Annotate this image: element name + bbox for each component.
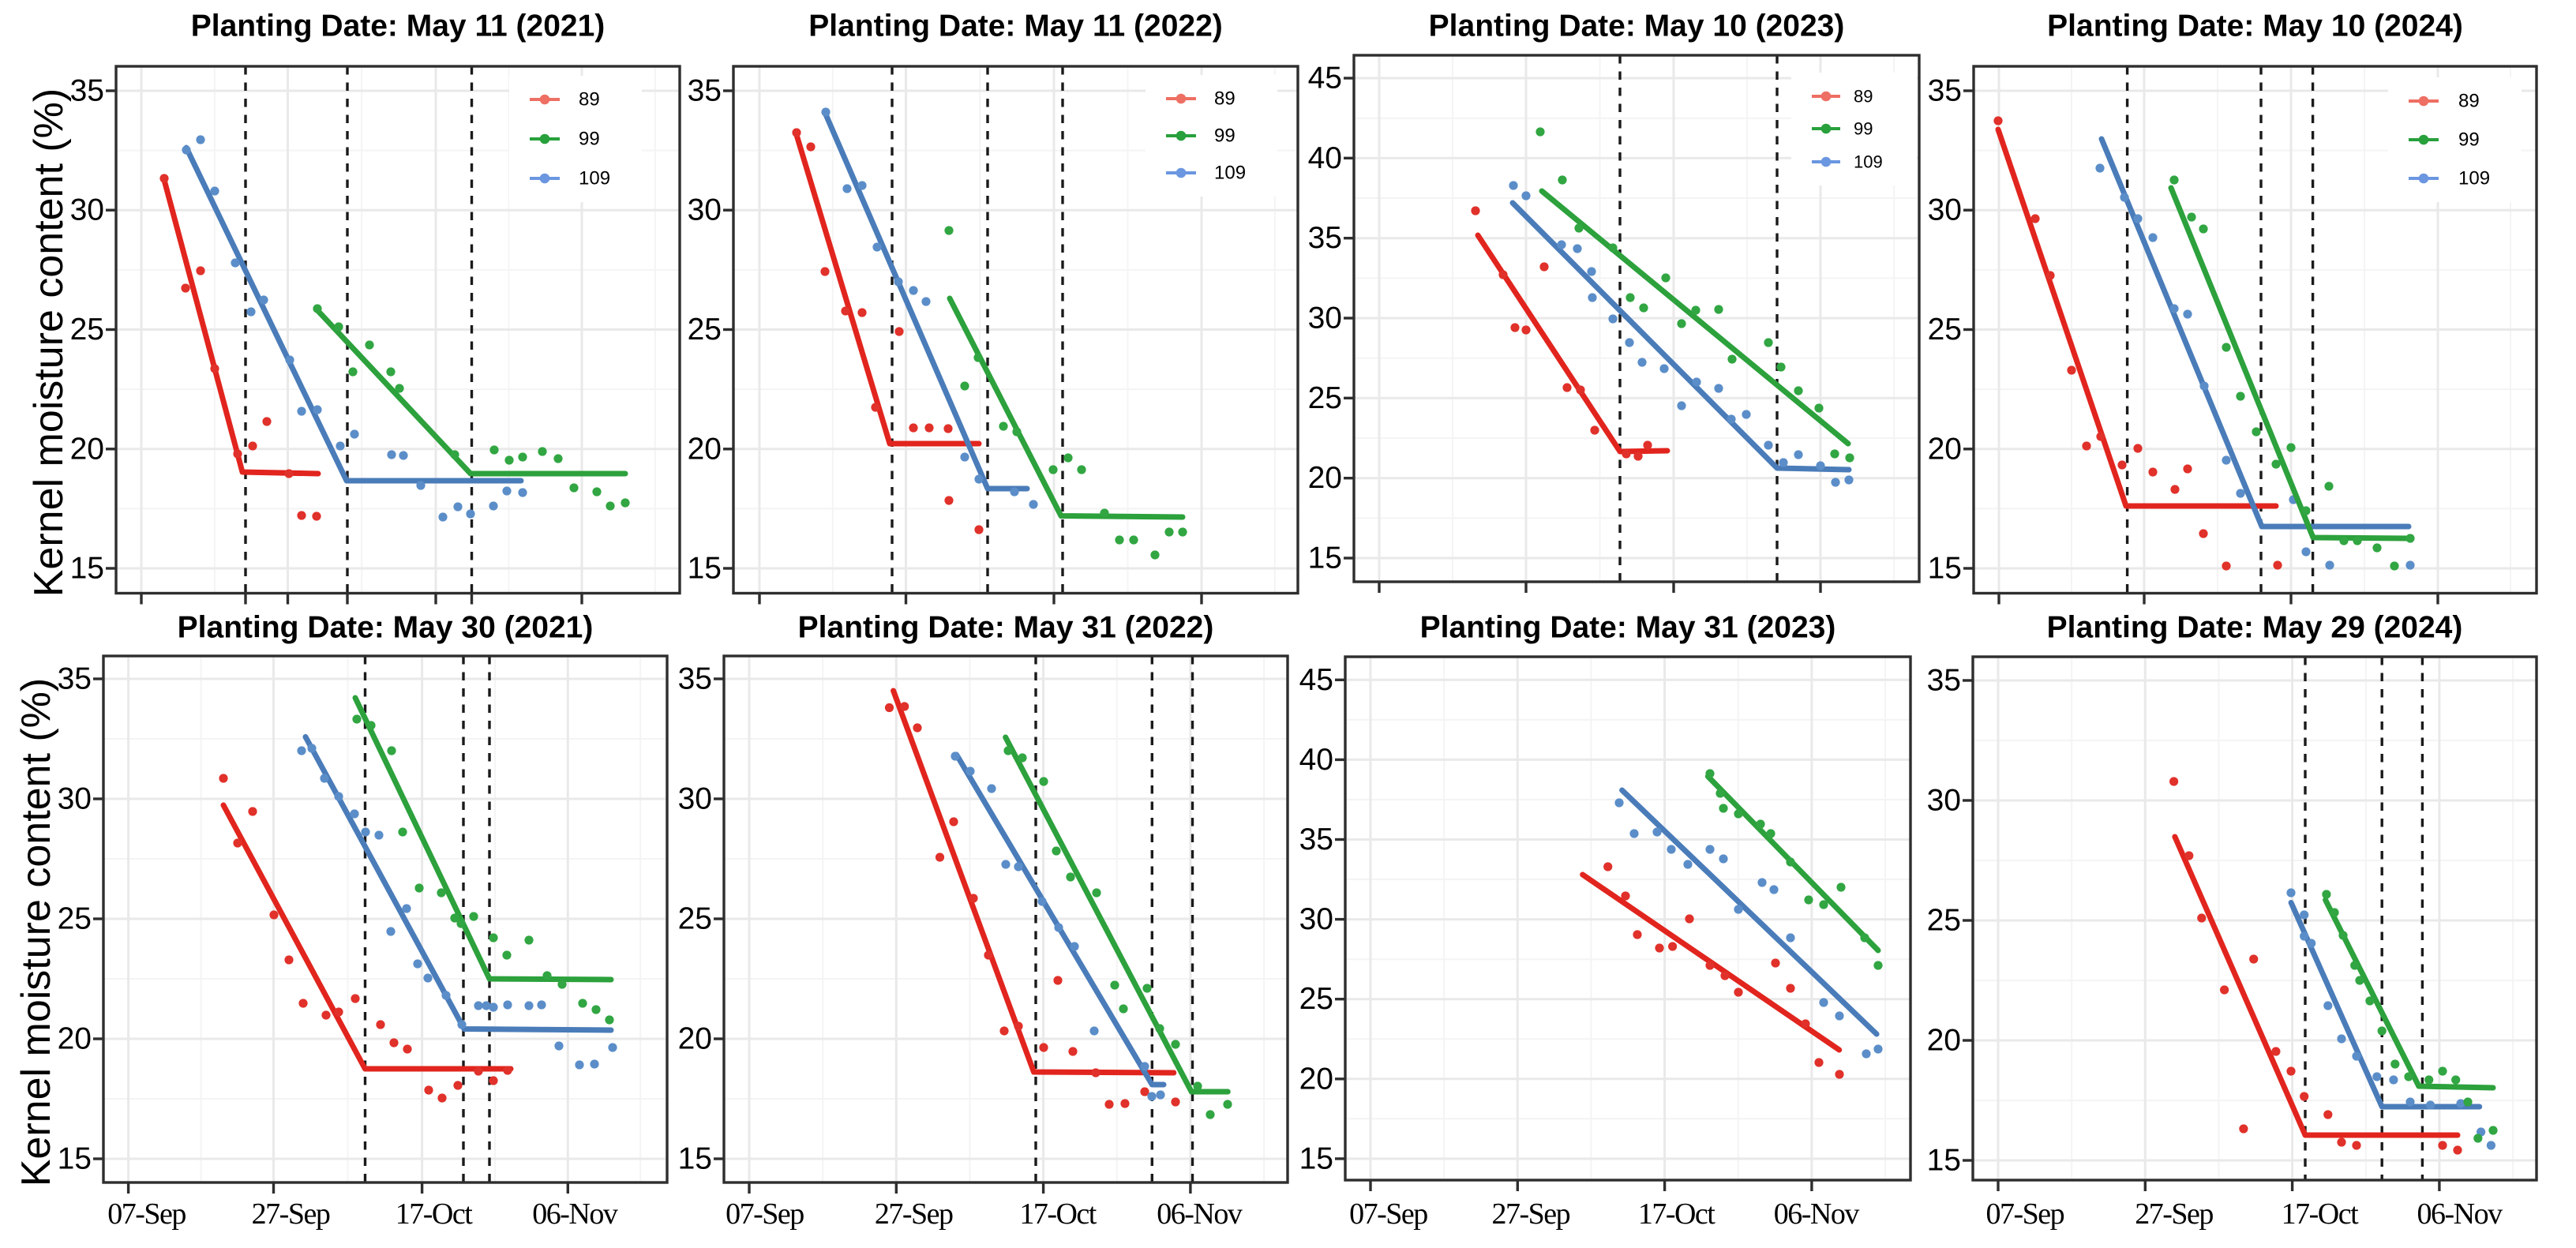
svg-text:15: 15 <box>1308 542 1342 575</box>
svg-text:20: 20 <box>70 432 104 466</box>
svg-text:89: 89 <box>579 89 600 111</box>
svg-text:30: 30 <box>1927 784 1961 818</box>
svg-text:Planting Date: May 31 (2023): Planting Date: May 31 (2023) <box>1420 611 1836 645</box>
svg-text:Kernel moisture content (%): Kernel moisture content (%) <box>13 678 59 1187</box>
svg-text:20: 20 <box>58 1022 92 1056</box>
svg-text:20: 20 <box>1927 1024 1961 1058</box>
svg-text:99: 99 <box>1214 126 1236 147</box>
svg-text:17-Oct: 17-Oct <box>2282 1197 2359 1231</box>
svg-text:99: 99 <box>2458 129 2480 151</box>
svg-text:89: 89 <box>1214 88 1236 110</box>
svg-text:27-Sep: 27-Sep <box>1491 1197 1569 1231</box>
svg-text:06-Nov: 06-Nov <box>1774 1197 1860 1231</box>
svg-text:25: 25 <box>1308 381 1342 415</box>
svg-text:06-Nov: 06-Nov <box>532 1197 618 1231</box>
svg-text:109: 109 <box>2458 168 2490 189</box>
svg-text:35: 35 <box>1928 74 1962 108</box>
svg-text:40: 40 <box>1308 141 1342 175</box>
svg-text:109: 109 <box>1854 152 1883 172</box>
svg-text:06-Nov: 06-Nov <box>1157 1197 1243 1231</box>
svg-text:35: 35 <box>1299 823 1333 856</box>
svg-text:Kernel moisture content (%): Kernel moisture content (%) <box>26 88 72 598</box>
svg-text:30: 30 <box>1308 302 1342 335</box>
svg-text:35: 35 <box>58 662 92 696</box>
svg-text:35: 35 <box>70 74 104 108</box>
svg-text:109: 109 <box>1214 163 1246 184</box>
svg-text:15: 15 <box>1928 552 1962 586</box>
svg-text:20: 20 <box>1308 461 1342 495</box>
svg-text:07-Sep: 07-Sep <box>1349 1197 1427 1231</box>
svg-text:40: 40 <box>1299 743 1333 777</box>
svg-text:109: 109 <box>579 168 610 189</box>
svg-text:30: 30 <box>58 782 92 816</box>
svg-text:25: 25 <box>678 902 712 936</box>
svg-text:35: 35 <box>1927 664 1961 698</box>
svg-text:27-Sep: 27-Sep <box>252 1197 330 1231</box>
svg-text:07-Sep: 07-Sep <box>726 1197 804 1231</box>
svg-text:07-Sep: 07-Sep <box>107 1197 186 1231</box>
svg-text:30: 30 <box>678 782 712 816</box>
svg-text:20: 20 <box>678 1022 712 1056</box>
svg-text:17-Oct: 17-Oct <box>1019 1197 1097 1231</box>
svg-text:15: 15 <box>678 1142 712 1176</box>
svg-text:30: 30 <box>1299 902 1333 936</box>
svg-text:20: 20 <box>688 432 722 466</box>
svg-text:Planting Date: May 29 (2024): Planting Date: May 29 (2024) <box>2047 611 2463 645</box>
svg-text:06-Nov: 06-Nov <box>2417 1197 2503 1231</box>
svg-text:89: 89 <box>2458 91 2480 112</box>
svg-text:15: 15 <box>58 1142 92 1176</box>
svg-text:15: 15 <box>1299 1141 1333 1175</box>
svg-text:07-Sep: 07-Sep <box>1985 1197 2064 1231</box>
svg-text:35: 35 <box>688 74 722 108</box>
svg-text:99: 99 <box>1854 119 1873 139</box>
svg-text:45: 45 <box>1308 62 1342 96</box>
svg-text:25: 25 <box>1299 982 1333 1016</box>
svg-text:25: 25 <box>1928 313 1962 347</box>
svg-text:35: 35 <box>1308 221 1342 255</box>
svg-text:Planting Date: May 11 (2022): Planting Date: May 11 (2022) <box>808 9 1223 43</box>
svg-text:25: 25 <box>70 313 104 347</box>
svg-text:30: 30 <box>1928 193 1962 227</box>
svg-text:25: 25 <box>1927 904 1961 938</box>
svg-text:30: 30 <box>688 193 722 227</box>
svg-text:Planting Date: May 30 (2021): Planting Date: May 30 (2021) <box>178 611 594 645</box>
svg-text:25: 25 <box>688 313 722 347</box>
svg-text:17-Oct: 17-Oct <box>396 1197 473 1231</box>
svg-text:35: 35 <box>678 662 712 696</box>
svg-text:20: 20 <box>1928 432 1962 466</box>
svg-text:15: 15 <box>70 552 104 586</box>
svg-text:15: 15 <box>1927 1144 1961 1178</box>
svg-text:Planting Date: May 10 (2023): Planting Date: May 10 (2023) <box>1429 9 1845 43</box>
svg-text:30: 30 <box>70 193 104 227</box>
svg-text:Planting Date: May 10 (2024): Planting Date: May 10 (2024) <box>2047 9 2463 43</box>
svg-text:99: 99 <box>579 129 600 150</box>
svg-text:89: 89 <box>1854 87 1873 107</box>
svg-text:Planting Date: May 11 (2021): Planting Date: May 11 (2021) <box>191 9 606 43</box>
svg-text:25: 25 <box>58 902 92 936</box>
svg-text:Planting Date: May 31 (2022): Planting Date: May 31 (2022) <box>798 611 1214 645</box>
svg-text:15: 15 <box>688 552 722 586</box>
svg-text:45: 45 <box>1299 663 1333 697</box>
svg-text:27-Sep: 27-Sep <box>2135 1197 2213 1231</box>
svg-text:20: 20 <box>1299 1062 1333 1096</box>
svg-text:17-Oct: 17-Oct <box>1638 1197 1715 1231</box>
svg-text:27-Sep: 27-Sep <box>875 1197 953 1231</box>
